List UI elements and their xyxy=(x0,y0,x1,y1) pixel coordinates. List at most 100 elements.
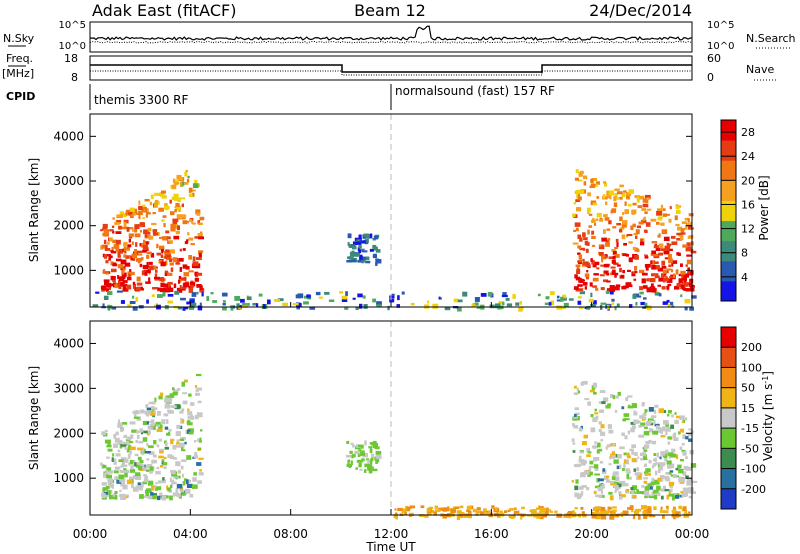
echo-cell xyxy=(501,294,508,298)
echo-cell xyxy=(575,479,579,484)
echo-cell xyxy=(652,462,657,467)
echo-cell xyxy=(104,429,108,433)
echo-cell xyxy=(618,196,623,200)
echo-cell xyxy=(670,235,676,239)
echo-cell xyxy=(638,434,645,438)
echo-cell xyxy=(660,273,666,278)
echo-cell xyxy=(658,252,663,256)
echo-cell xyxy=(673,514,676,520)
echo-cell xyxy=(577,196,582,201)
echo-cell xyxy=(589,185,596,188)
echo-cell xyxy=(486,510,490,513)
echo-cell xyxy=(129,446,136,451)
echo-cell xyxy=(295,294,301,299)
echo-cell xyxy=(639,415,645,419)
echo-cell xyxy=(126,479,133,484)
echo-cell xyxy=(120,444,127,447)
echo-cell xyxy=(123,241,128,247)
echo-cell xyxy=(123,496,128,499)
echo-cell xyxy=(102,227,108,230)
echo-cell xyxy=(678,431,681,435)
echo-cell xyxy=(556,295,560,299)
echo-cell xyxy=(151,222,157,226)
echo-cell xyxy=(619,184,624,188)
echo-cell xyxy=(642,510,648,516)
echo-cell xyxy=(105,272,109,275)
echo-cell xyxy=(619,227,625,230)
echo-cell xyxy=(658,243,664,249)
echo-cell xyxy=(538,505,541,509)
echo-cell xyxy=(584,286,587,290)
echo-cell xyxy=(609,495,614,501)
echo-cell xyxy=(582,232,586,238)
echo-cell xyxy=(620,274,625,279)
echo-cell xyxy=(194,277,199,282)
echo-cell xyxy=(572,442,576,445)
echo-cell xyxy=(624,201,627,206)
echo-cell xyxy=(641,402,645,407)
echo-cell xyxy=(143,239,146,245)
echo-cell xyxy=(581,472,584,477)
echo-cell xyxy=(102,223,108,229)
echo-cell xyxy=(351,250,355,254)
echo-cell xyxy=(198,440,202,443)
echo-cell xyxy=(615,286,620,291)
echo-cell xyxy=(656,485,661,491)
echo-cell xyxy=(223,292,226,296)
echo-cell xyxy=(199,302,202,306)
colorbar-tick-label: 12 xyxy=(741,223,755,236)
echo-cell xyxy=(638,195,645,200)
echo-cell xyxy=(160,282,165,288)
echo-cell xyxy=(619,446,625,450)
echo-cell xyxy=(177,388,181,391)
echo-cell xyxy=(169,240,173,244)
echo-cell xyxy=(579,247,585,251)
echo-cell xyxy=(164,446,169,450)
echo-cell xyxy=(444,306,451,311)
echo-cell xyxy=(672,495,675,501)
echo-cell xyxy=(117,252,121,258)
echo-cell xyxy=(668,489,673,492)
echo-cell xyxy=(113,433,117,439)
echo-cell xyxy=(363,256,370,261)
echo-cell xyxy=(665,477,671,482)
echo-cell xyxy=(165,249,170,253)
echo-cell xyxy=(161,248,164,254)
echo-cell xyxy=(580,382,584,386)
echo-cell xyxy=(601,469,607,475)
echo-cell xyxy=(362,295,366,299)
echo-cell xyxy=(152,212,156,215)
echo-cell xyxy=(669,470,674,473)
echo-cell xyxy=(375,258,379,261)
echo-cell xyxy=(657,216,663,221)
echo-cell xyxy=(352,297,356,300)
echo-cell xyxy=(682,434,687,440)
echo-cell xyxy=(628,470,631,474)
echo-cell xyxy=(152,454,157,458)
echo-cell xyxy=(152,232,158,236)
echo-cell xyxy=(192,304,195,308)
echo-cell xyxy=(198,472,204,476)
echo-cell xyxy=(691,295,697,299)
echo-cell xyxy=(619,267,622,273)
echo-cell xyxy=(494,509,497,512)
echo-cell xyxy=(156,243,159,249)
echo-cell xyxy=(685,436,689,440)
echo-cell xyxy=(685,264,688,267)
time-axis: 00:00 04:00 08:00 12:00 16:00 20:00 00:00 xyxy=(73,302,709,541)
echo-cell xyxy=(646,287,653,293)
nave-tick-bottom: 0 xyxy=(707,71,714,84)
echo-cell xyxy=(513,511,518,514)
echo-cell xyxy=(116,220,122,223)
echo-cell xyxy=(103,295,109,300)
echo-cell xyxy=(169,477,172,482)
echo-cell xyxy=(606,239,610,244)
echo-cell xyxy=(156,424,160,427)
echo-cell xyxy=(642,218,646,221)
echo-cell xyxy=(484,512,490,515)
echo-cell xyxy=(161,419,166,425)
echo-cell xyxy=(173,283,177,289)
echo-cell xyxy=(184,171,188,177)
echo-cell xyxy=(683,273,690,278)
echo-cell xyxy=(670,424,674,429)
